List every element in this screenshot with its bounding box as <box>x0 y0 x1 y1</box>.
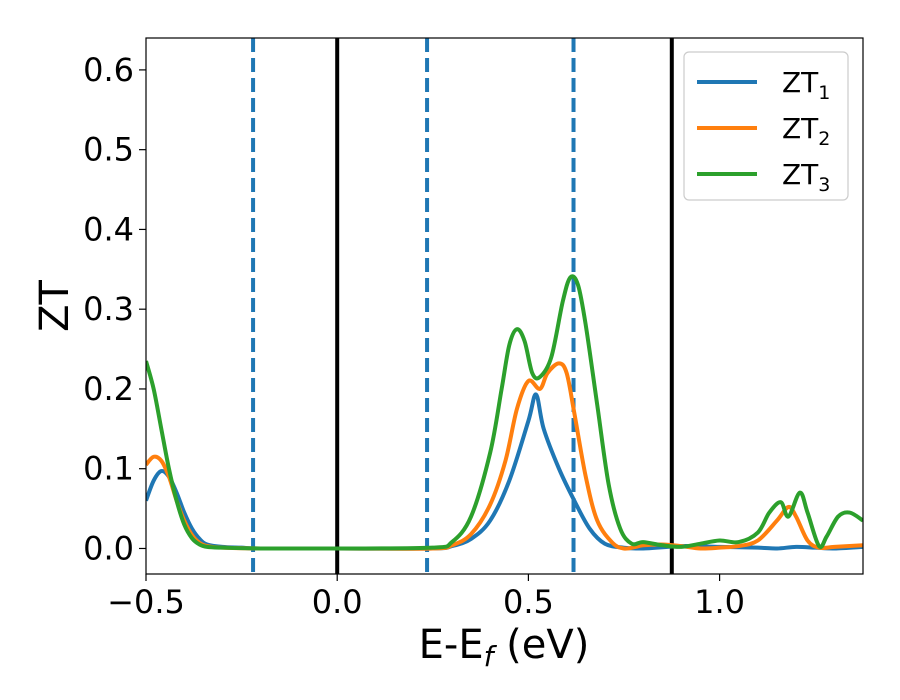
y-tick-label: 0.2 <box>83 370 134 408</box>
legend-label-zt3: ZT3 <box>782 158 830 196</box>
y-tick-label: 0.6 <box>83 51 134 89</box>
plot-frame <box>145 37 864 575</box>
y-tick-label: 0.0 <box>83 529 134 567</box>
legend-label-zt2: ZT2 <box>782 112 830 150</box>
series-lines <box>146 274 863 551</box>
y-tick-label: 0.3 <box>83 290 134 328</box>
reference-lines <box>251 38 674 574</box>
x-tick-label: 0.5 <box>503 583 554 621</box>
x-axis-label: E-Ef (eV) <box>419 622 590 673</box>
x-axis: −0.5 0.0 0.5 1.0 <box>107 574 745 621</box>
legend: ZT1 ZT2 ZT3 <box>683 51 849 201</box>
y-tick-label: 0.1 <box>83 450 134 488</box>
series-line-zt3 <box>146 274 863 551</box>
x-tick-label: −0.5 <box>107 583 185 621</box>
x-tick-label: 1.0 <box>694 583 745 621</box>
y-tick-label: 0.4 <box>83 210 134 248</box>
y-axis: 0.0 0.1 0.2 0.3 0.4 0.5 0.6 <box>83 51 146 567</box>
x-tick-label: 0.0 <box>312 583 363 621</box>
legend-box <box>683 51 849 201</box>
y-tick-label: 0.5 <box>83 131 134 169</box>
y-axis-label: ZT <box>32 280 78 332</box>
legend-label-zt1: ZT1 <box>782 66 830 104</box>
